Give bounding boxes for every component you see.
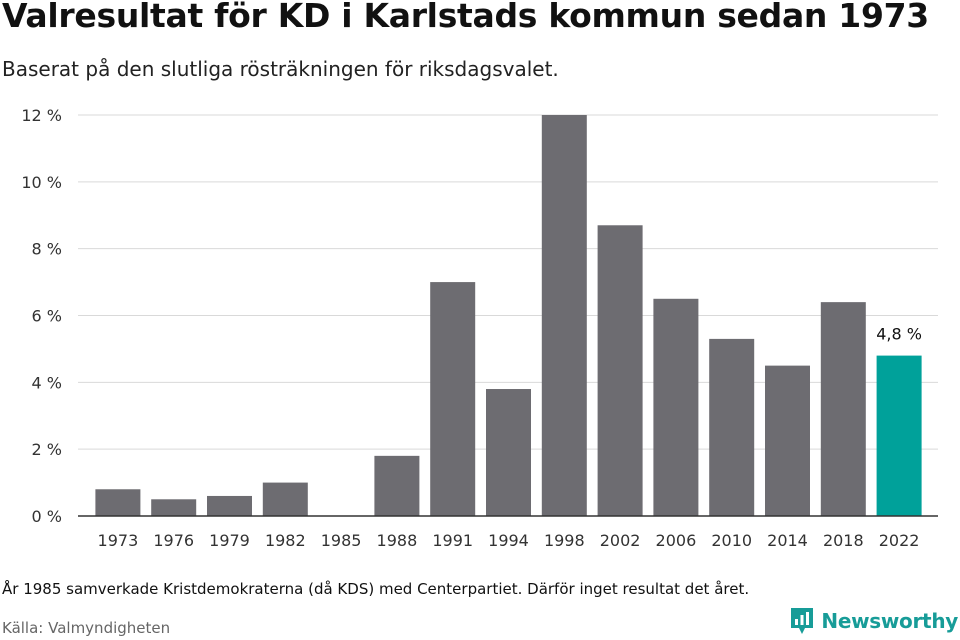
- newsworthy-logo: Newsworthy: [789, 606, 958, 636]
- x-tick-label: 1998: [544, 531, 585, 550]
- bar-1973: [95, 489, 141, 516]
- newsworthy-logo-icon: [791, 608, 814, 634]
- x-tick-label: 1991: [432, 531, 473, 550]
- x-tick-label: 1976: [153, 531, 194, 550]
- brand-name: Newsworthy: [821, 609, 958, 633]
- bar-1991: [430, 282, 476, 516]
- x-tick-label: 2022: [879, 531, 920, 550]
- x-tick-label: 2018: [823, 531, 864, 550]
- bar-2006: [653, 298, 699, 516]
- x-tick-label: 1973: [98, 531, 139, 550]
- x-tick-label: 1988: [377, 531, 418, 550]
- y-tick-label: 6 %: [32, 307, 62, 326]
- bar-1982: [262, 482, 308, 516]
- bar-chart: 0 % 2 % 4 % 6 % 8 % 10 % 12 % 1973 1976 1979 1982…: [21, 106, 938, 550]
- y-tick-label: 10 %: [21, 173, 62, 192]
- y-tick-label: 2 %: [32, 440, 62, 459]
- x-tick-label: 1982: [265, 531, 306, 550]
- footnote: År 1985 samverkade Kristdemokraterna (då…: [2, 580, 750, 598]
- source-note: Källa: Valmyndigheten: [2, 619, 171, 637]
- data-label-2022: 4,8 %: [876, 325, 922, 344]
- x-tick-label: 2014: [767, 531, 808, 550]
- x-tick-label: 2002: [600, 531, 641, 550]
- x-tick-label: 1985: [321, 531, 362, 550]
- x-tick-label: 2010: [711, 531, 752, 550]
- bar-2010: [709, 338, 755, 516]
- bar-1988: [374, 455, 420, 516]
- y-tick-label: 4 %: [32, 373, 62, 392]
- y-tick-label: 0 %: [32, 507, 62, 526]
- x-tick-label: 2006: [656, 531, 697, 550]
- bar-1994: [486, 389, 531, 516]
- bar-2014: [765, 365, 810, 516]
- data-labels: 4,8 %: [876, 325, 922, 344]
- bar-1979: [207, 495, 252, 516]
- bars: [95, 115, 922, 516]
- bar-2022: [876, 355, 922, 516]
- chart-title: Valresultat för KD i Karlstads kommun se…: [2, 0, 929, 35]
- y-tick-label: 12 %: [21, 106, 62, 125]
- y-tick-label: 8 %: [32, 240, 62, 259]
- bar-2018: [820, 302, 866, 516]
- x-tick-label: 1979: [209, 531, 250, 550]
- x-tick-label: 1994: [488, 531, 529, 550]
- x-axis-ticks: 1973 1976 1979 1982 1985 1988 1991 1994 1998 2002…: [98, 531, 920, 550]
- chart-subtitle: Baserat på den slutliga rösträkningen fö…: [2, 57, 559, 81]
- bar-2002: [597, 225, 643, 516]
- bar-1976: [151, 499, 197, 516]
- bar-1998: [541, 115, 587, 516]
- y-axis-ticks: 0 % 2 % 4 % 6 % 8 % 10 % 12 %: [21, 106, 62, 526]
